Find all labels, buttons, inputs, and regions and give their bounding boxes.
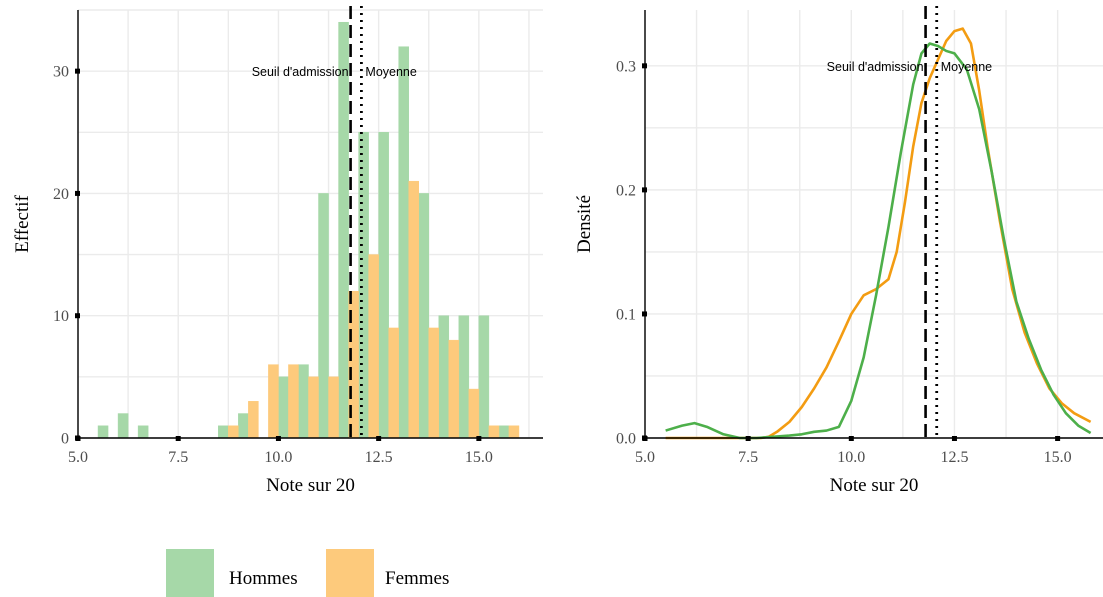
y-axis-title: Densité bbox=[574, 195, 595, 253]
density-panel: Seuil d'admission Moyenne 5.0 7.5 10.0 12.5 15… bbox=[574, 6, 1103, 496]
bar-femmes bbox=[248, 401, 259, 439]
bar-femmes bbox=[428, 327, 440, 439]
x-axis-title: Note sur 20 bbox=[830, 475, 919, 496]
y-tick-label: 0.3 bbox=[616, 58, 636, 75]
x-tick-label: 15.0 bbox=[465, 449, 493, 466]
bar-femmes bbox=[328, 376, 339, 439]
x-tick-label: 12.5 bbox=[940, 449, 968, 466]
x-tick-label: 10.0 bbox=[264, 449, 292, 466]
bar-femmes bbox=[488, 425, 500, 439]
bar-hommes bbox=[97, 425, 109, 439]
bar-femmes bbox=[408, 180, 419, 439]
reference-lines: Seuil d'admission Moyenne bbox=[252, 6, 417, 438]
x-axis-title: Note sur 20 bbox=[266, 475, 355, 496]
bar-hommes bbox=[318, 193, 329, 439]
y-tick-label: 30 bbox=[53, 64, 69, 81]
x-tick-label: 5.0 bbox=[68, 449, 88, 466]
y-tick-label: 0.0 bbox=[616, 431, 636, 448]
histogram-panel: Seuil d'admission Moyenne 5.0 7.5 10.0 12.5 15… bbox=[12, 6, 543, 496]
bar-hommes bbox=[298, 364, 309, 439]
legend-label-femmes: Femmes bbox=[385, 568, 449, 589]
y-tick-label: 10 bbox=[53, 308, 69, 325]
bar-hommes bbox=[458, 315, 470, 439]
threshold-label: Seuil d'admission bbox=[827, 60, 924, 74]
y-tick-label: 0.1 bbox=[616, 306, 636, 323]
bars bbox=[97, 21, 520, 439]
bar-femmes bbox=[508, 425, 520, 439]
bar-hommes bbox=[418, 193, 430, 439]
x-tick-label: 7.5 bbox=[738, 449, 758, 466]
bar-hommes bbox=[498, 425, 510, 439]
bar-hommes bbox=[137, 425, 149, 439]
y-tick-label: 20 bbox=[53, 186, 69, 203]
threshold-label: Seuil d'admission bbox=[252, 65, 349, 79]
bar-femmes bbox=[468, 388, 480, 439]
gridlines bbox=[644, 10, 1103, 439]
y-axis-title: Effectif bbox=[12, 194, 33, 252]
x-tick-label: 12.5 bbox=[365, 449, 393, 466]
bar-femmes bbox=[268, 364, 279, 439]
bar-hommes bbox=[378, 132, 389, 439]
x-tick-label: 15.0 bbox=[1044, 449, 1072, 466]
bar-femmes bbox=[368, 254, 379, 439]
x-tick-label: 10.0 bbox=[837, 449, 865, 466]
bar-hommes bbox=[278, 376, 289, 439]
legend: Hommes Femmes bbox=[166, 549, 449, 597]
bar-hommes bbox=[218, 425, 229, 439]
y-tick-label: 0 bbox=[61, 431, 69, 448]
bar-hommes bbox=[238, 413, 249, 439]
bar-femmes bbox=[388, 327, 399, 439]
bar-femmes bbox=[308, 376, 319, 439]
bar-hommes bbox=[438, 315, 450, 439]
density-line-hommes bbox=[665, 42, 1092, 440]
y-tick-label: 0.2 bbox=[616, 182, 636, 199]
bar-femmes bbox=[228, 425, 239, 439]
bar-hommes bbox=[398, 46, 409, 439]
bar-hommes bbox=[117, 413, 129, 439]
mean-label: Moyenne bbox=[941, 60, 992, 74]
bar-femmes bbox=[288, 364, 299, 439]
bar-hommes bbox=[478, 315, 490, 439]
x-tick-label: 5.0 bbox=[635, 449, 655, 466]
legend-key-hommes bbox=[166, 549, 214, 597]
bar-hommes bbox=[338, 21, 349, 439]
legend-label-hommes: Hommes bbox=[229, 568, 298, 589]
x-tick-label: 7.5 bbox=[168, 449, 188, 466]
bar-femmes bbox=[448, 339, 460, 439]
legend-key-femmes bbox=[326, 549, 374, 597]
reference-lines: Seuil d'admission Moyenne bbox=[827, 6, 992, 438]
mean-label: Moyenne bbox=[365, 65, 416, 79]
